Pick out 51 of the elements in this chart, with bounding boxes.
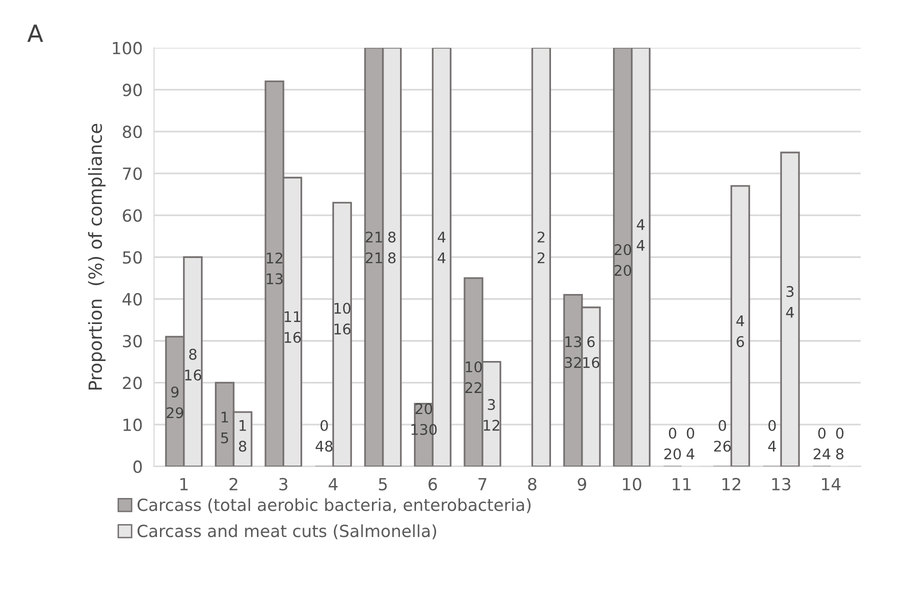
annotation: 4 4 [438,232,446,264]
x-tick-label: 7 [478,478,486,490]
legend-label: Carcass (total aerobic bacteria, enterobacteria) [138,498,531,514]
annotation: 3 12 [484,399,500,431]
annotation: 4 6 [736,316,744,348]
x-tick-label: 5 [378,478,387,490]
y-tick-label: 90 [122,84,142,96]
y-tick-label: 80 [122,126,142,138]
x-tick-label: 4 [328,478,338,490]
x-tick-label: 1 [180,478,188,490]
x-tick-label: 8 [528,478,536,490]
annotation: 10 22 [465,361,482,393]
annotation: 1 5 [221,412,228,444]
annotation: 13 32 [564,336,582,368]
annotation: 0 4 [686,428,694,460]
y-tick-label: 50 [122,251,142,264]
y-tick-label: 20 [122,376,142,390]
x-tick-label: 12 [722,478,740,490]
x-tick-label: 3 [279,478,288,490]
annotation: 20 20 [614,244,632,276]
y-tick-label: 40 [122,292,142,306]
x-tick-label: 14 [822,478,841,490]
annotation: 0 8 [836,428,844,460]
chart-title: A [27,24,44,42]
y-tick-label: 100 [112,42,142,54]
y-tick-label: 70 [123,167,142,180]
annotation: 2 2 [538,232,544,264]
x-tick-label: 2 [230,478,238,490]
x-tick-label: 13 [772,478,790,490]
y-axis-title: Proportion (%) of compliance [88,124,106,390]
y-tick-label: 60 [122,209,142,222]
annotation: 3 4 [786,286,794,318]
annotation: 0 4 [768,420,776,452]
annotation: 4 4 [636,219,645,251]
annotation: 0 48 [316,420,332,452]
annotation: 1 8 [238,420,246,452]
legend-label: Carcass and meat cuts (Salmonella) [138,524,436,540]
x-tick-label: 6 [428,478,437,490]
annotation: 0 24 [814,428,830,460]
annotation: 9 29 [166,386,184,418]
annotation: 21 21 [366,232,382,264]
annotation: 10 16 [334,302,350,335]
x-tick-label: 9 [578,478,586,490]
annotation: 0 20 [664,428,681,460]
x-tick-label: 11 [672,478,691,490]
y-tick-label: 10 [124,418,142,432]
annotation: 12 13 [266,252,283,284]
x-tick-label: 10 [623,478,642,490]
annotation: 8 8 [388,232,396,264]
y-tick-label: 30 [122,334,142,348]
y-tick-label: 0 [133,460,142,474]
